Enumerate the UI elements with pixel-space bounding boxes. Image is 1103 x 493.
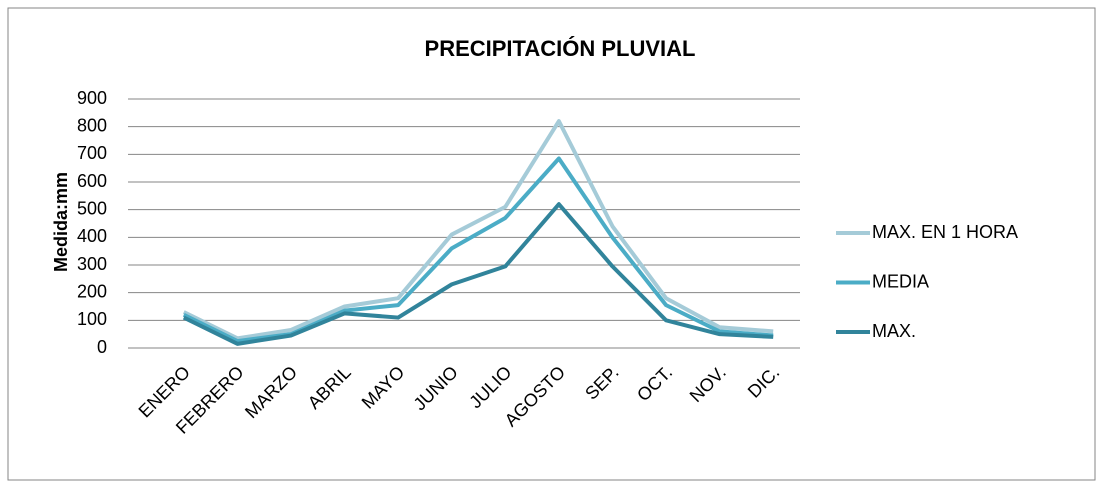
y-tick-label: 200 <box>77 281 107 301</box>
series-line <box>182 119 774 341</box>
y-tick-label: 700 <box>77 143 107 163</box>
y-tick-label: 800 <box>77 115 107 135</box>
y-tick-label: 500 <box>77 198 107 218</box>
y-tick-label: 600 <box>77 171 107 191</box>
y-tick-label: 300 <box>77 254 107 274</box>
legend-label: MAX. EN 1 HORA <box>872 222 1018 242</box>
y-axis-label: Medida:mm <box>51 172 71 272</box>
legend-label: MAX. <box>872 321 916 341</box>
y-tick-label: 100 <box>77 309 107 329</box>
y-tick-label: 0 <box>97 337 107 357</box>
chart-border <box>7 7 1096 481</box>
series-line <box>182 202 774 346</box>
y-tick-label: 400 <box>77 226 107 246</box>
y-tick-label: 900 <box>77 88 107 108</box>
legend-label: MEDIA <box>872 271 929 291</box>
chart-title: PRECIPITACIÓN PLUVIAL <box>425 36 696 61</box>
